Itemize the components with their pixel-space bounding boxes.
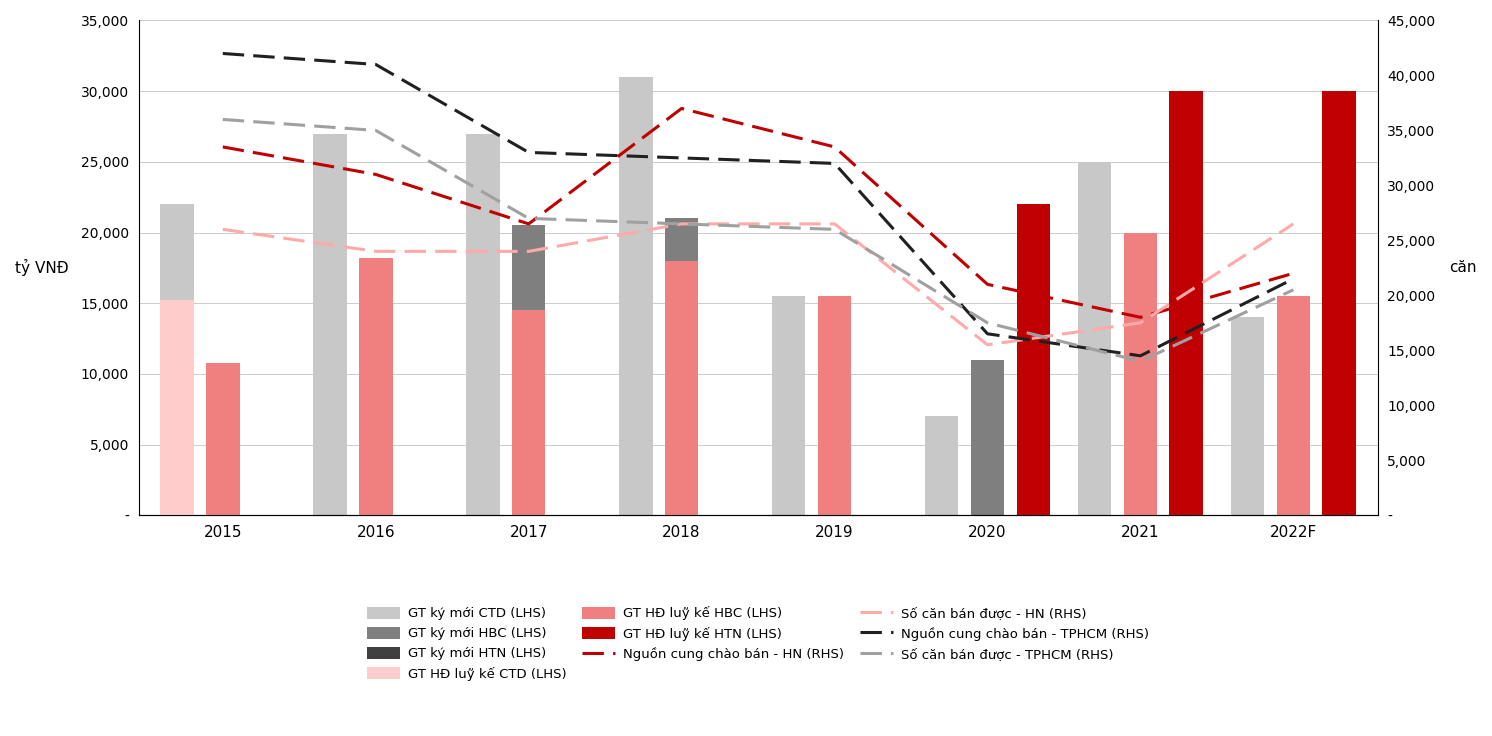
Y-axis label: tỷ VNĐ: tỷ VNĐ (15, 259, 69, 276)
Bar (160, 300, 194, 515)
Nguồn cung chào bán - TPHCM (RHS) (519, 148, 537, 157)
Số căn bán được - TPHCM (RHS) (1285, 286, 1303, 294)
Line: Nguồn cung chào bán - TPHCM (RHS): Nguồn cung chào bán - TPHCM (RHS) (222, 54, 1294, 355)
Nguồn cung chào bán - TPHCM (RHS) (367, 60, 385, 69)
Bar (1170, 91, 1203, 515)
Số căn bán được - TPHCM (RHS) (979, 319, 997, 328)
Nguồn cung chào bán - HN (RHS) (213, 143, 231, 152)
Bar (665, 219, 698, 515)
Số căn bán được - TPHCM (RHS) (519, 214, 537, 223)
Bar (360, 275, 392, 515)
Bar (206, 363, 240, 515)
Line: Số căn bán được - TPHCM (RHS): Số căn bán được - TPHCM (RHS) (222, 119, 1294, 361)
Bar (1123, 233, 1158, 515)
Bar (1077, 162, 1112, 515)
Số căn bán được - HN (RHS) (1285, 219, 1303, 228)
Bar (1277, 374, 1310, 515)
Bar (466, 133, 500, 515)
Nguồn cung chào bán - TPHCM (RHS) (979, 330, 997, 339)
Số căn bán được - TPHCM (RHS) (673, 219, 691, 228)
Nguồn cung chào bán - HN (RHS) (519, 219, 537, 228)
Số căn bán được - HN (RHS) (673, 219, 691, 228)
Nguồn cung chào bán - TPHCM (RHS) (673, 154, 691, 163)
Bar (1231, 317, 1264, 515)
Bar (771, 296, 806, 515)
Bar (818, 296, 852, 515)
Nguồn cung chào bán - HN (RHS) (1131, 313, 1149, 322)
Legend: GT ký mới CTD (LHS), GT ký mới HBC (LHS), GT ký mới HTN (LHS), GT HĐ luỹ kế CTD : GT ký mới CTD (LHS), GT ký mới HBC (LHS)… (361, 601, 1155, 686)
Bar (360, 258, 392, 515)
Bar (665, 261, 698, 515)
Bar (512, 311, 546, 515)
Bar (160, 205, 194, 515)
Nguồn cung chào bán - HN (RHS) (367, 170, 385, 179)
Bar (1170, 325, 1203, 515)
Số căn bán được - TPHCM (RHS) (1131, 357, 1149, 366)
Số căn bán được - HN (RHS) (825, 219, 843, 228)
Số căn bán được - HN (RHS) (1131, 319, 1149, 328)
Line: Số căn bán được - HN (RHS): Số căn bán được - HN (RHS) (222, 224, 1294, 344)
Nguồn cung chào bán - TPHCM (RHS) (1131, 351, 1149, 360)
Bar (1123, 254, 1158, 515)
Số căn bán được - HN (RHS) (213, 225, 231, 234)
Nguồn cung chào bán - HN (RHS) (1285, 269, 1303, 277)
Bar (1016, 205, 1050, 515)
Bar (925, 417, 958, 515)
Nguồn cung chào bán - HN (RHS) (825, 143, 843, 152)
Số căn bán được - HN (RHS) (519, 247, 537, 256)
Bar (1322, 91, 1356, 515)
Nguồn cung chào bán - HN (RHS) (673, 104, 691, 113)
Số căn bán được - TPHCM (RHS) (213, 115, 231, 124)
Y-axis label: căn: căn (1450, 261, 1477, 275)
Nguồn cung chào bán - HN (RHS) (979, 280, 997, 289)
Bar (619, 77, 652, 515)
Nguồn cung chào bán - TPHCM (RHS) (825, 159, 843, 168)
Nguồn cung chào bán - TPHCM (RHS) (1285, 275, 1303, 283)
Line: Nguồn cung chào bán - HN (RHS): Nguồn cung chào bán - HN (RHS) (222, 108, 1294, 317)
Bar (512, 225, 546, 515)
Bar (313, 133, 346, 515)
Bar (1277, 296, 1310, 515)
Nguồn cung chào bán - TPHCM (RHS) (213, 49, 231, 58)
Bar (818, 296, 852, 515)
Số căn bán được - TPHCM (RHS) (367, 126, 385, 135)
Bar (206, 378, 240, 515)
Số căn bán được - TPHCM (RHS) (825, 225, 843, 234)
Bar (971, 360, 1004, 515)
Số căn bán được - HN (RHS) (979, 340, 997, 349)
Số căn bán được - HN (RHS) (367, 247, 385, 256)
Bar (1016, 353, 1050, 515)
